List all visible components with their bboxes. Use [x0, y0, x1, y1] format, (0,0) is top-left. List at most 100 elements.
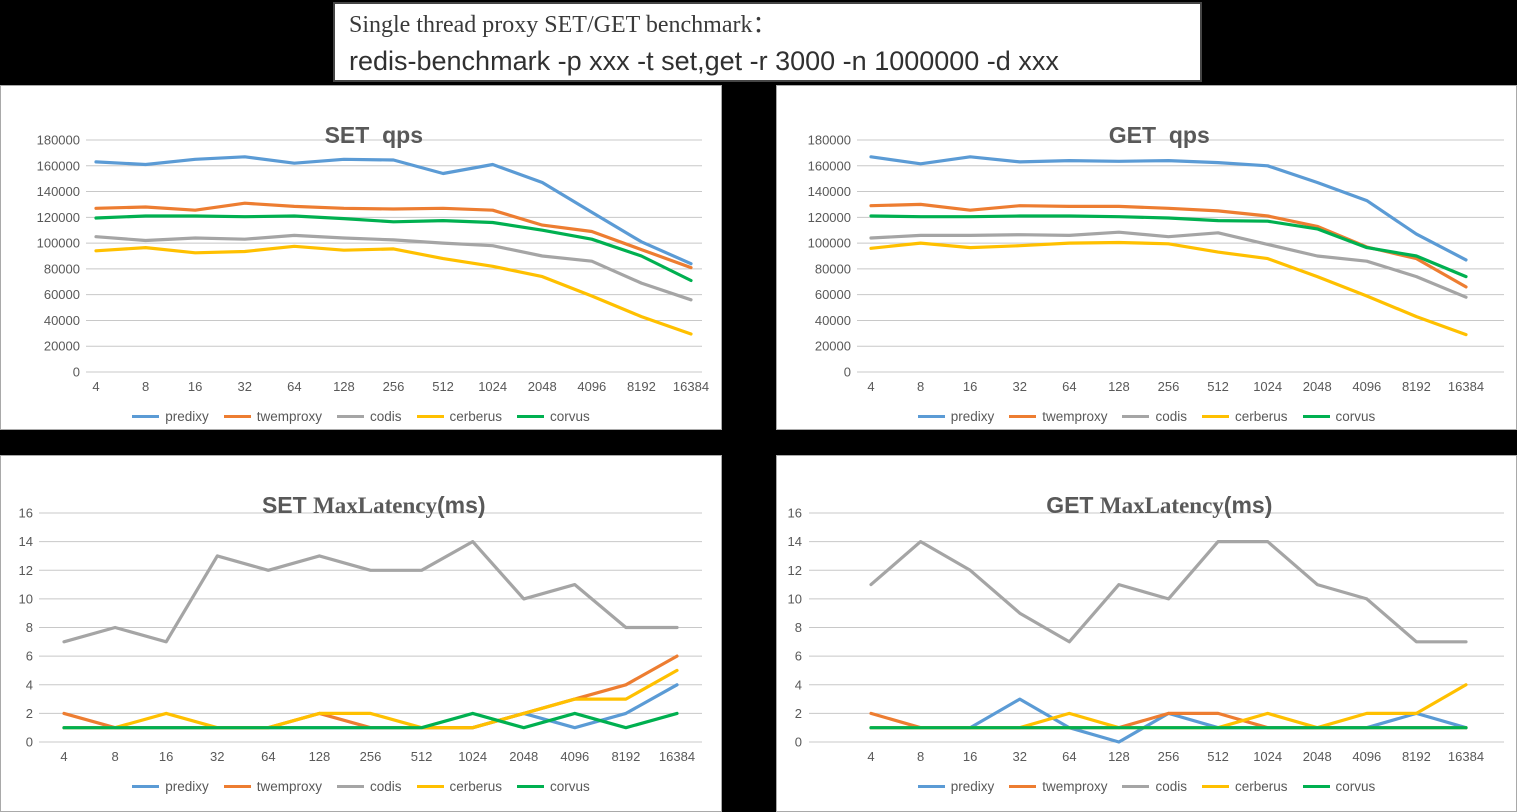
x-axis-tick-label: 16 — [963, 749, 977, 764]
y-axis-tick-label: 100000 — [808, 236, 851, 251]
legend-swatch-corvus — [517, 415, 545, 418]
plot-area-get-qps: 0 20000 40000 60000 80000 100000 120000 140000 1… — [808, 133, 1504, 394]
chart-title-text: MaxLatency — [1099, 493, 1224, 518]
legend-label: predixy — [165, 779, 209, 794]
legend-item-twemproxy: twemproxy — [223, 779, 322, 794]
chart-title-set-latency: SET MaxLatency(ms) — [1, 465, 721, 546]
legend-item-predixy: predixy — [132, 409, 209, 424]
x-axis-tick-label: 2048 — [509, 749, 538, 764]
y-axis-tick-label: 14 — [19, 534, 33, 549]
legend-label: twemproxy — [1042, 409, 1108, 424]
y-axis-tick-label: 40000 — [44, 313, 80, 328]
chart-title-text: SET qps — [324, 122, 423, 148]
x-axis-tick-label: 1024 — [1253, 379, 1282, 394]
plot-area-get-latency: 0 2 4 6 8 10 12 14 16 4 8 16 32 64 128 256 512 1024 2048 40… — [788, 506, 1504, 764]
x-axis-tick-label: 256 — [360, 749, 382, 764]
y-axis-tick-label: 2 — [795, 706, 802, 721]
x-axis-tick-label: 16384 — [1448, 379, 1484, 394]
plot-area-set-qps: 0 20000 40000 60000 80000 100000 120000 140000 1… — [37, 133, 709, 395]
x-axis-tick-label: 1024 — [458, 749, 487, 764]
x-axis-tick-label: 256 — [383, 379, 405, 394]
x-axis-tick-label: 64 — [261, 749, 275, 764]
legend-swatch-predixy — [132, 415, 160, 418]
legend-item-twemproxy: twemproxy — [1009, 779, 1107, 794]
y-axis-tick-label: 16 — [19, 506, 33, 521]
y-axis-tick-label: 10 — [19, 591, 33, 606]
x-axis-tick-label: 8192 — [627, 379, 656, 394]
legend-item-cerberus: cerberus — [1202, 409, 1288, 424]
legend-swatch-predixy — [132, 785, 160, 788]
legend-item-codis: codis — [1122, 779, 1187, 794]
x-axis-tick-label: 8 — [917, 379, 924, 394]
x-axis-tick-label: 4096 — [1352, 749, 1381, 764]
y-axis-tick-label: 20000 — [815, 339, 851, 354]
series-line-twemproxy — [94, 201, 693, 270]
legend-swatch-corvus — [517, 785, 545, 788]
series-line-cerberus — [94, 244, 693, 336]
y-axis-tick-label: 160000 — [808, 158, 851, 173]
series-line-cerberus — [869, 240, 1468, 337]
series-line-predixy — [62, 683, 679, 730]
x-axis-tick-label: 512 — [1207, 749, 1229, 764]
y-axis-tick-label: 12 — [788, 563, 802, 578]
legend-swatch-twemproxy — [223, 415, 251, 418]
x-axis-tick-label: 128 — [309, 749, 331, 764]
legend-swatch-twemproxy — [1009, 415, 1037, 418]
legend-label: corvus — [1335, 409, 1376, 424]
x-axis-tick-label: 8192 — [1402, 379, 1431, 394]
plot-area-set-latency: 0 2 4 6 8 10 12 14 16 4 8 16 32 64 128 256 512 1024 2048 40… — [19, 506, 702, 764]
chart-title-text: GET — [1046, 492, 1100, 518]
x-axis-tick-label: 2048 — [1303, 749, 1332, 764]
legend-label: codis — [369, 779, 402, 794]
y-axis-tick-label: 60000 — [815, 287, 851, 302]
x-axis-tick-label: 4 — [60, 749, 67, 764]
legend-item-codis: codis — [336, 779, 402, 794]
legend-swatch-cerberus — [416, 415, 444, 418]
legend-label: cerberus — [449, 409, 503, 424]
legend-item-predixy: predixy — [132, 779, 209, 794]
chart-panel-get-latency: GET MaxLatency(ms) 0 2 4 6 8 10 12 14 16 4 8 16 32 64… — [776, 455, 1517, 812]
y-axis-tick-label: 2 — [26, 706, 33, 721]
y-axis-tick-label: 6 — [795, 649, 802, 664]
legend-swatch-codis — [336, 785, 364, 788]
x-axis-tick-label: 64 — [1062, 749, 1076, 764]
legend-label: predixy — [950, 779, 995, 794]
legend-label: twemproxy — [256, 409, 322, 424]
x-axis-tick-label: 2048 — [528, 379, 557, 394]
legend-label: cerberus — [1235, 779, 1288, 794]
legend-get-qps: predixy twemproxy codis cerberus corvus — [777, 409, 1516, 424]
legend-label: predixy — [950, 409, 995, 424]
legend-swatch-predixy — [917, 415, 945, 418]
legend-item-corvus: corvus — [517, 409, 590, 424]
legend-item-corvus: corvus — [517, 779, 590, 794]
legend-item-codis: codis — [336, 409, 402, 424]
series-line-codis — [62, 539, 679, 644]
legend-swatch-twemproxy — [1009, 785, 1037, 788]
legend-item-twemproxy: twemproxy — [223, 409, 322, 424]
legend-item-predixy: predixy — [917, 409, 995, 424]
y-axis-tick-label: 10 — [788, 591, 802, 606]
chart-title-get-latency: GET MaxLatency(ms) — [777, 465, 1516, 546]
x-axis-tick-label: 16 — [963, 379, 977, 394]
y-axis-tick-label: 180000 — [808, 133, 851, 148]
y-axis-tick-label: 8 — [795, 620, 802, 635]
y-axis-tick-label: 6 — [26, 649, 33, 664]
y-axis-tick-label: 180000 — [37, 133, 80, 148]
x-axis-tick-label: 16384 — [1448, 749, 1484, 764]
x-axis-tick-label: 8192 — [611, 749, 640, 764]
legend-swatch-twemproxy — [223, 785, 251, 788]
x-axis-tick-label: 128 — [333, 379, 355, 394]
series-line-cerberus — [869, 683, 1468, 730]
legend-item-corvus: corvus — [1302, 779, 1375, 794]
legend-label: cerberus — [449, 779, 503, 794]
x-axis-tick-label: 8192 — [1402, 749, 1431, 764]
chart-title-text: MaxLatency — [313, 493, 438, 518]
x-axis-tick-label: 16384 — [659, 749, 695, 764]
x-axis-tick-label: 16 — [188, 379, 202, 394]
chart-panel-get-qps: GET qps 0 20000 40000 60000 80000 100000 12000… — [776, 85, 1517, 430]
y-axis-tick-label: 140000 — [37, 184, 80, 199]
legend-set-qps: predixy twemproxy codis cerberus corvus — [1, 409, 721, 424]
y-axis-tick-label: 100000 — [37, 236, 80, 251]
legend-swatch-corvus — [1302, 415, 1330, 418]
